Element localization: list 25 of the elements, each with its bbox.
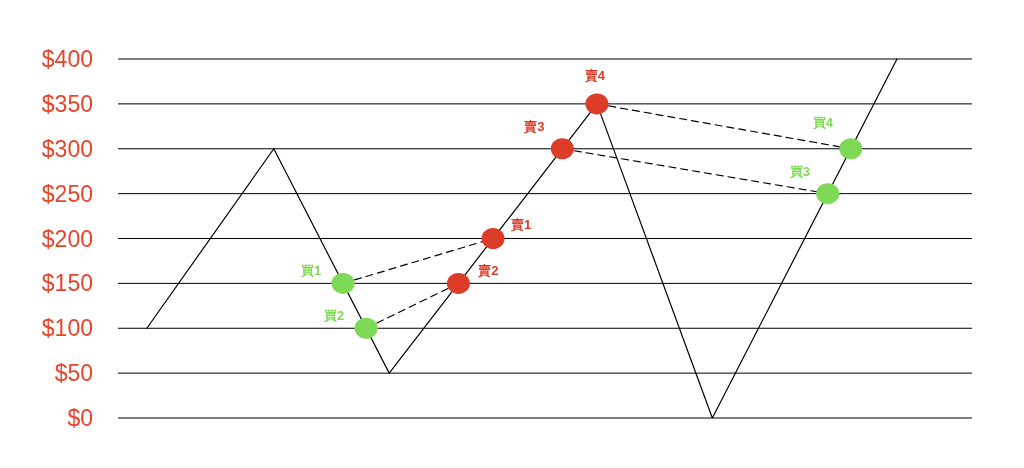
y-tick-label: $150 [41, 270, 93, 297]
series-label: 買2 [323, 308, 345, 324]
series-label: 賣1 [509, 216, 532, 232]
point [816, 183, 840, 205]
series-label: 買4 [811, 114, 834, 130]
series-label: 賣4 [583, 67, 606, 83]
point [481, 228, 505, 249]
point [446, 272, 470, 294]
point [354, 317, 378, 339]
series-label: 買1 [299, 263, 322, 279]
y-tick-label: $250 [41, 180, 93, 207]
y-tick-label: $50 [54, 360, 93, 387]
series-label: 賣3 [523, 118, 545, 134]
y-tick-label: $350 [41, 90, 93, 117]
point [585, 93, 609, 115]
y-tick-label: $400 [41, 46, 93, 72]
point [839, 138, 863, 160]
y-tick-label: $300 [41, 135, 93, 162]
y-tick-label: $100 [41, 315, 93, 342]
series-label: 買3 [788, 163, 810, 179]
point [331, 272, 355, 294]
series-label: 賣2 [477, 263, 499, 279]
point [550, 138, 574, 160]
y-tick-label: $0 [67, 405, 93, 431]
y-tick-label: $200 [41, 225, 93, 252]
